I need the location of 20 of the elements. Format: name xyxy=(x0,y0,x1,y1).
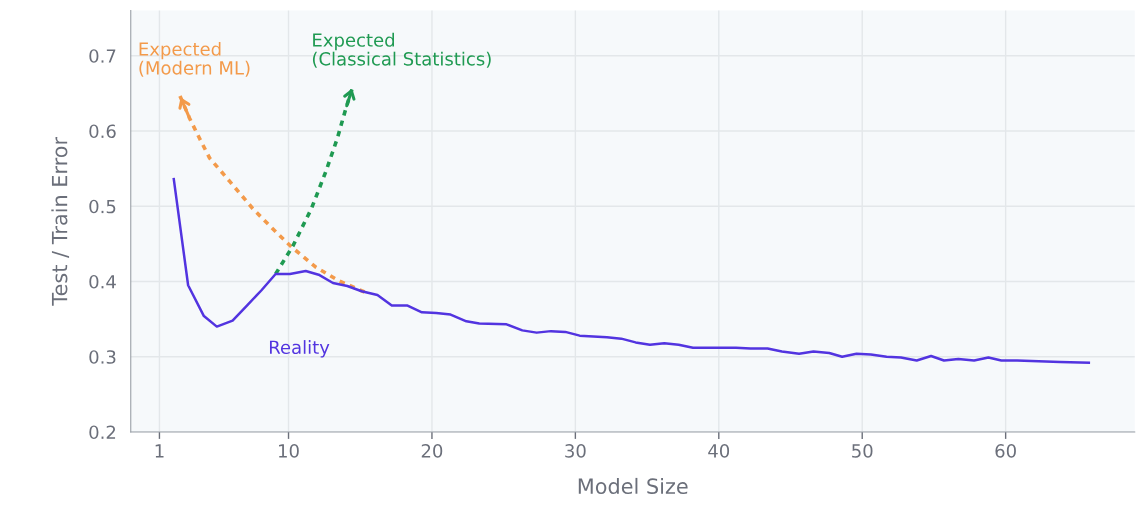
y-tick-label: 0.4 xyxy=(89,274,116,289)
x-tick-label: 60 xyxy=(995,444,1016,458)
text: Expected (Classical Statistics) xyxy=(312,32,491,68)
x-tick-label: 10 xyxy=(279,444,299,458)
x-tick-label: 50 xyxy=(852,444,873,458)
line-series xyxy=(177,93,367,294)
y-tick-label: 0.3 xyxy=(89,350,116,364)
y-tick-label: 0.6 xyxy=(89,124,116,139)
y-axis-title: Test / Train Error xyxy=(51,136,70,306)
x-tick-label: 40 xyxy=(708,444,730,458)
text: Reality xyxy=(269,340,330,358)
text: Expected (Modern ML) xyxy=(139,41,250,77)
y-tick-label: 0.2 xyxy=(89,425,116,440)
x-tick-label: 20 xyxy=(421,444,443,458)
x-tick-label: 30 xyxy=(565,444,586,458)
x-tick-label: 1 xyxy=(155,444,164,458)
y-tick-label: 0.5 xyxy=(89,199,116,214)
line-series xyxy=(172,177,1091,364)
x-axis-title: Model Size xyxy=(578,477,688,495)
y-tick-label: 0.7 xyxy=(89,49,116,63)
